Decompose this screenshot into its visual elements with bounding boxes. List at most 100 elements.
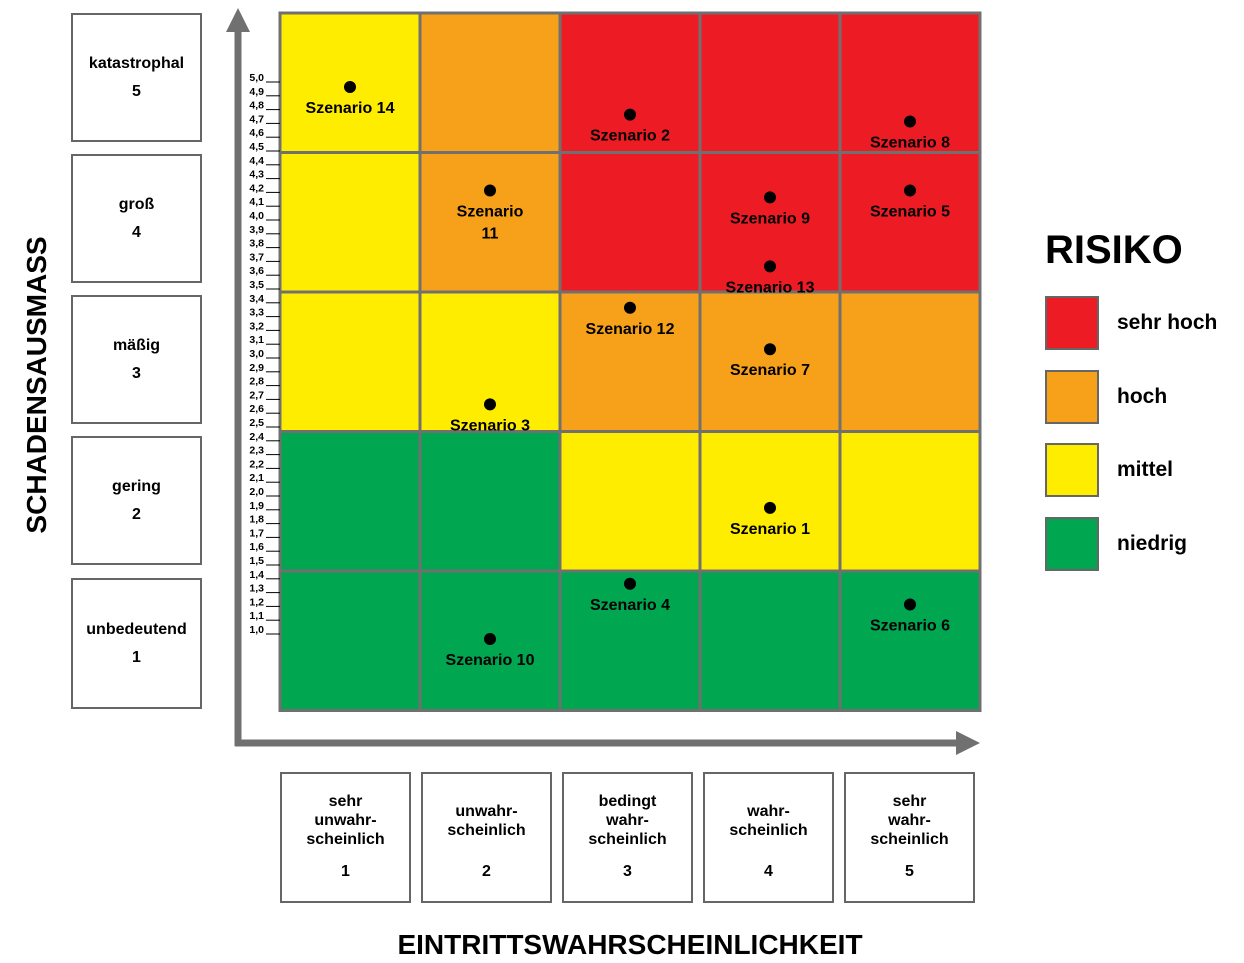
y-tick-label: 3,1: [249, 334, 264, 346]
y-tick-label: 3,8: [249, 238, 264, 250]
x-level-box-2: unwahr-scheinlich 2: [421, 772, 552, 903]
y-level-value: 3: [132, 364, 141, 382]
scenario-point: [904, 115, 916, 128]
y-tick-label: 2,2: [249, 458, 264, 470]
scenario-label: Szenario 12: [586, 321, 675, 338]
x-level-label: sehr wahr-scheinlich: [870, 793, 949, 849]
scenario-label: Szenario 5: [870, 204, 950, 221]
scenario-point: [344, 81, 356, 93]
legend-item-hoch: hoch: [1045, 370, 1244, 426]
y-level-box-3: mäßig 3: [71, 295, 202, 424]
y-level-value: 5: [132, 82, 141, 100]
y-tick-label: 3,7: [249, 251, 264, 263]
y-tick-label: 4,7: [249, 113, 264, 125]
legend-label: niedrig: [1117, 532, 1188, 555]
x-level-box-5: sehr wahr-scheinlich 5: [844, 772, 975, 903]
y-tick-label: 4,2: [249, 182, 264, 194]
legend-label: mittel: [1117, 458, 1174, 481]
y-tick-label: 2,5: [249, 417, 264, 429]
matrix-cell-mittel: [838, 430, 982, 573]
scenario-label: 11: [482, 226, 499, 243]
x-level-value: 4: [764, 863, 773, 880]
matrix-cell-sehr-hoch: [838, 11, 982, 154]
x-level-value: 1: [341, 863, 350, 880]
scenario-label: Szenario 8: [870, 135, 950, 152]
y-tick-label: 4,8: [249, 100, 264, 112]
y-tick-label: 3,3: [249, 307, 264, 319]
y-level-label: gering: [112, 477, 161, 495]
y-tick-label: 2,1: [249, 472, 264, 484]
matrix-cell-niedrig: [698, 569, 842, 712]
scenario-point: [484, 184, 496, 197]
x-axis-title: EINTRITTSWAHRSCHEINLICHKEIT: [397, 929, 863, 960]
legend-item-sehr-hoch: sehr hoch: [1045, 296, 1244, 352]
y-tick-label: 2,0: [249, 486, 264, 498]
y-tick-label: 1,2: [249, 596, 264, 608]
y-tick-label: 3,4: [249, 293, 264, 305]
scenario-label: Szenario 3: [450, 417, 530, 434]
matrix-cell-niedrig: [838, 569, 982, 712]
matrix-cell-mittel: [278, 151, 422, 294]
y-tick-label: 1,7: [249, 527, 264, 539]
scenario-point: [484, 398, 496, 411]
y-tick-label: 1,1: [249, 610, 264, 622]
y-level-label: mäßig: [112, 336, 161, 354]
matrix-cell-hoch: [698, 290, 842, 433]
legend-swatch: [1045, 443, 1099, 497]
matrix-cell-sehr-hoch: [698, 11, 842, 154]
y-tick-label: 4,4: [249, 155, 264, 167]
y-tick-label: 3,6: [249, 265, 264, 277]
x-level-value: 2: [482, 863, 491, 880]
x-level-label: wahr-scheinlich: [729, 803, 808, 840]
y-level-label: unbedeutend: [86, 620, 187, 638]
matrix-cell-mittel: [278, 290, 422, 433]
matrix-cell-sehr-hoch: [838, 151, 982, 294]
legend-swatch: [1045, 517, 1099, 571]
y-tick-label: 2,9: [249, 362, 264, 374]
y-tick-label: 1,8: [249, 514, 264, 526]
y-tick-label: 4,0: [249, 210, 264, 222]
scenario-label: Szenario 10: [446, 652, 535, 669]
x-level-label: bedingt wahr-scheinlich: [588, 793, 667, 849]
y-tick-label: 3,0: [249, 348, 264, 360]
y-level-box-1: unbedeutend 1: [71, 578, 202, 709]
y-level-value: 2: [132, 505, 141, 523]
x-level-label: unwahr-scheinlich: [447, 803, 526, 840]
x-axis-arrowhead: [956, 731, 980, 755]
y-tick-label: 2,7: [249, 389, 264, 401]
legend-item-mittel: mittel: [1045, 443, 1244, 499]
y-level-label: katastrophal: [88, 54, 185, 72]
matrix-cell-mittel: [418, 290, 562, 433]
scenario-point: [904, 598, 916, 611]
y-level-box-2: gering 2: [71, 436, 202, 565]
matrix-cell-hoch: [558, 290, 702, 433]
scenario-label: Szenario 14: [306, 100, 395, 117]
matrix-cell-mittel: [558, 430, 702, 573]
scenario-label: Szenario: [457, 204, 524, 221]
y-tick-label: 3,9: [249, 224, 264, 236]
scenario-label: Szenario 9: [730, 210, 810, 227]
scenario-point: [624, 577, 636, 590]
matrix-cell-hoch: [838, 290, 982, 433]
y-tick-label: 5,0: [249, 72, 264, 84]
y-tick-label: 4,3: [249, 169, 264, 181]
y-tick-label: 1,9: [249, 500, 264, 512]
y-tick-label: 3,5: [249, 279, 264, 291]
y-tick-label: 4,9: [249, 86, 264, 98]
matrix-cell-niedrig: [278, 569, 422, 712]
matrix-cell-mittel: [698, 430, 842, 573]
legend-item-niedrig: niedrig: [1045, 517, 1244, 573]
scenario-label: Szenario 6: [870, 618, 950, 635]
y-tick-label: 4,1: [249, 196, 264, 208]
y-level-box-4: groß 4: [71, 154, 202, 283]
scenario-label: Szenario 4: [590, 597, 670, 614]
legend-swatch: [1045, 370, 1099, 424]
matrix-cell-niedrig: [278, 430, 422, 573]
y-level-label: groß: [118, 195, 155, 213]
x-level-box-3: bedingt wahr-scheinlich 3: [562, 772, 693, 903]
scenario-label: Szenario 1: [730, 521, 810, 538]
matrix-cell-hoch: [418, 151, 562, 294]
y-level-value: 1: [132, 648, 141, 666]
matrix-cell-niedrig: [418, 430, 562, 573]
